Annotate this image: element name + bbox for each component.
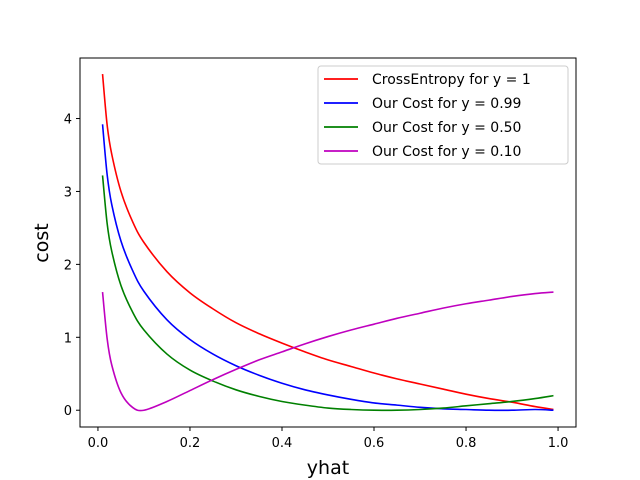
series-line-2: [101, 175, 554, 412]
series-line-1: [101, 124, 554, 412]
x-axis-label: yhat: [307, 457, 349, 479]
legend-label-2: Our Cost for y = 0.50: [372, 120, 521, 136]
legend-box: [317, 65, 569, 165]
y-axis-ticks: 0 1 2 3 4: [64, 113, 80, 419]
legend-label-1: Our Cost for y = 0.99: [372, 96, 521, 112]
y-tick-label: 3: [64, 185, 72, 200]
series-line-3: [101, 291, 554, 412]
legend-label-3: Our Cost for y = 0.10: [372, 144, 521, 160]
x-tick-label: 0.6: [364, 436, 385, 451]
y-tick-label: 0: [64, 404, 72, 419]
legend: CrossEntropy for y = 1 Our Cost for y = 0…: [317, 65, 569, 165]
x-tick-label: 0.4: [272, 436, 293, 451]
series-lines: [101, 73, 554, 412]
x-tick-label: 1.0: [548, 436, 569, 451]
y-tick-label: 2: [64, 258, 72, 273]
x-tick-label: 0.0: [88, 436, 109, 451]
y-axis-label: cost: [31, 223, 53, 262]
y-tick-label: 1: [64, 331, 72, 346]
y-tick-label: 4: [64, 113, 72, 128]
x-axis-ticks: 0.0 0.2 0.4 0.6 0.8 1.0: [88, 427, 569, 451]
plot-frame: [79, 57, 577, 428]
x-tick-label: 0.8: [456, 436, 477, 451]
x-tick-label: 0.2: [180, 436, 201, 451]
legend-label-0: CrossEntropy for y = 1: [372, 72, 531, 88]
